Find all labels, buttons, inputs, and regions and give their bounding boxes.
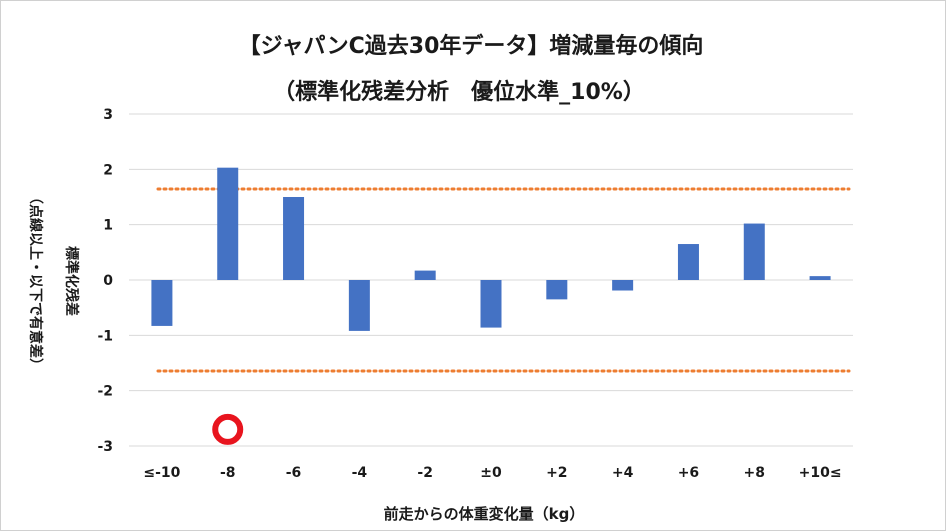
x-tick-label: +6 [678,465,699,481]
marker [212,413,244,445]
threshold-lines [156,187,851,373]
x-tick-label: ≤-10 [143,465,180,481]
chart-subtitle: （標準化残差分析 優位水準_10%） [273,79,645,105]
y-axis-label-group: 標準化残差 （点線以上・以下で有意差） [27,190,80,372]
x-tick-label: -8 [220,465,236,481]
bar-4 [414,270,436,280]
bar-1 [217,167,239,280]
y-tick-label: 0 [103,273,113,289]
bar-7 [612,280,634,291]
bar-0 [151,280,173,326]
x-tick-label: +8 [744,465,765,481]
x-axis-label: 前走からの体重変化量（kg） [384,505,585,523]
bars [151,167,831,331]
y-tick-label: -1 [97,328,113,344]
bar-9 [743,223,765,280]
bar-3 [348,280,370,331]
x-tick-label: ±0 [480,465,502,481]
x-tick-label: +2 [546,465,567,481]
grid-lines [129,113,853,447]
y-tick-label: -2 [97,384,113,400]
y-tick-label: -3 [97,439,113,455]
x-tick-labels: ≤-10 -8 -6 -4 -2 ±0 +2 +4 +6 +8 +10≤ [143,465,841,481]
bar-8 [677,244,699,280]
y-axis-label: 標準化残差 [63,246,80,316]
x-tick-label: -4 [352,465,368,481]
circle-marker [212,413,244,445]
x-tick-label: -2 [417,465,433,481]
y-axis-label-note: （点線以上・以下で有意差） [27,190,44,372]
y-tick-label: 1 [103,218,113,234]
bar-5 [480,280,502,328]
chart-title: 【ジャパンC過去30年データ】増減量毎の傾向 [239,33,704,59]
x-tick-label: +10≤ [799,465,842,481]
x-tick-label: -6 [286,465,302,481]
bar-10 [809,276,831,280]
bar-2 [283,197,305,280]
y-tick-label: 2 [103,162,113,178]
x-tick-label: +4 [612,465,634,481]
y-tick-label: 3 [103,107,113,123]
bar-6 [546,280,568,300]
y-tick-labels: 3 2 1 0 -1 -2 -3 [97,107,113,455]
